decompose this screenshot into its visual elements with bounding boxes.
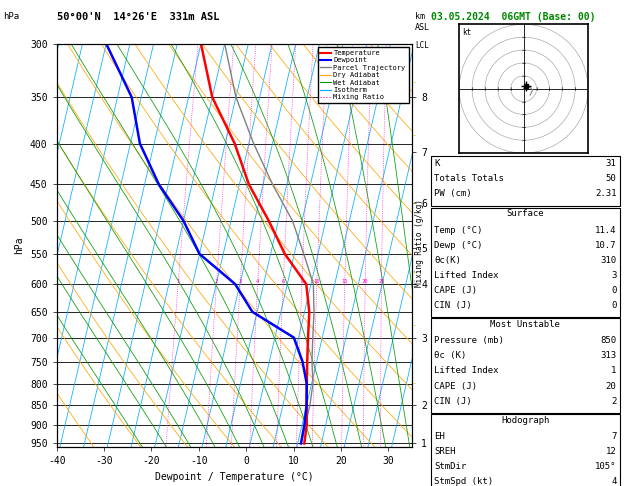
Text: Pressure (mb): Pressure (mb) [434,336,504,346]
Text: 50: 50 [606,174,616,183]
Text: 6: 6 [282,279,285,284]
Text: Lifted Index: Lifted Index [434,271,499,280]
Text: -: - [411,78,416,87]
Text: 4: 4 [611,477,616,486]
Legend: Temperature, Dewpoint, Parcel Trajectory, Dry Adiabat, Wet Adiabat, Isotherm, Mi: Temperature, Dewpoint, Parcel Trajectory… [318,47,408,103]
Text: CAPE (J): CAPE (J) [434,286,477,295]
Text: LCL: LCL [416,41,430,50]
Text: Most Unstable: Most Unstable [490,320,560,330]
Text: -: - [411,268,416,277]
Text: 3: 3 [238,279,242,284]
Text: km
ASL: km ASL [415,12,430,32]
Text: 8: 8 [300,279,304,284]
Text: CIN (J): CIN (J) [434,397,472,406]
Text: 1: 1 [176,279,180,284]
Text: -: - [411,200,416,208]
Text: Temp (°C): Temp (°C) [434,226,482,235]
Text: Hodograph: Hodograph [501,416,549,425]
Text: StmDir: StmDir [434,462,466,471]
Y-axis label: km
ASL: km ASL [430,245,445,265]
Text: Mixing Ratio (g/kg): Mixing Ratio (g/kg) [415,199,424,287]
Text: 11.4: 11.4 [595,226,616,235]
Text: 25: 25 [378,279,385,284]
Text: Lifted Index: Lifted Index [434,366,499,376]
Text: -: - [411,380,416,388]
Text: Surface: Surface [506,209,544,219]
Text: 2.31: 2.31 [595,189,616,198]
Text: 4: 4 [256,279,259,284]
Text: StmSpd (kt): StmSpd (kt) [434,477,493,486]
Text: 0: 0 [611,301,616,310]
Text: 20: 20 [606,382,616,391]
Text: 03.05.2024  06GMT (Base: 00): 03.05.2024 06GMT (Base: 00) [431,12,596,22]
Text: 15: 15 [342,279,348,284]
Text: 0: 0 [611,286,616,295]
Text: 3: 3 [611,271,616,280]
Text: 50°00'N  14°26'E  331m ASL: 50°00'N 14°26'E 331m ASL [57,12,219,22]
Text: CAPE (J): CAPE (J) [434,382,477,391]
Text: 10.7: 10.7 [595,241,616,250]
Text: hPa: hPa [3,12,19,21]
Text: 2: 2 [215,279,218,284]
Text: 7: 7 [611,432,616,441]
Text: 31: 31 [606,159,616,168]
Text: 310: 310 [600,256,616,265]
Text: 20: 20 [362,279,369,284]
Text: PW (cm): PW (cm) [434,189,472,198]
Text: 2: 2 [611,397,616,406]
Text: CIN (J): CIN (J) [434,301,472,310]
Text: 105°: 105° [595,462,616,471]
Text: -: - [411,132,416,140]
Text: 12: 12 [606,447,616,456]
X-axis label: Dewpoint / Temperature (°C): Dewpoint / Temperature (°C) [155,472,314,482]
Text: Totals Totals: Totals Totals [434,174,504,183]
Text: Dewp (°C): Dewp (°C) [434,241,482,250]
Text: SREH: SREH [434,447,455,456]
Text: © weatheronline.co.uk: © weatheronline.co.uk [477,469,574,479]
Y-axis label: hPa: hPa [14,237,25,254]
Text: 1: 1 [611,366,616,376]
Text: θc(K): θc(K) [434,256,461,265]
Text: kt: kt [462,28,471,37]
Text: θc (K): θc (K) [434,351,466,361]
Text: K: K [434,159,440,168]
Text: 10: 10 [313,279,320,284]
Text: -: - [411,321,416,330]
Text: EH: EH [434,432,445,441]
Text: 850: 850 [600,336,616,346]
Text: 313: 313 [600,351,616,361]
